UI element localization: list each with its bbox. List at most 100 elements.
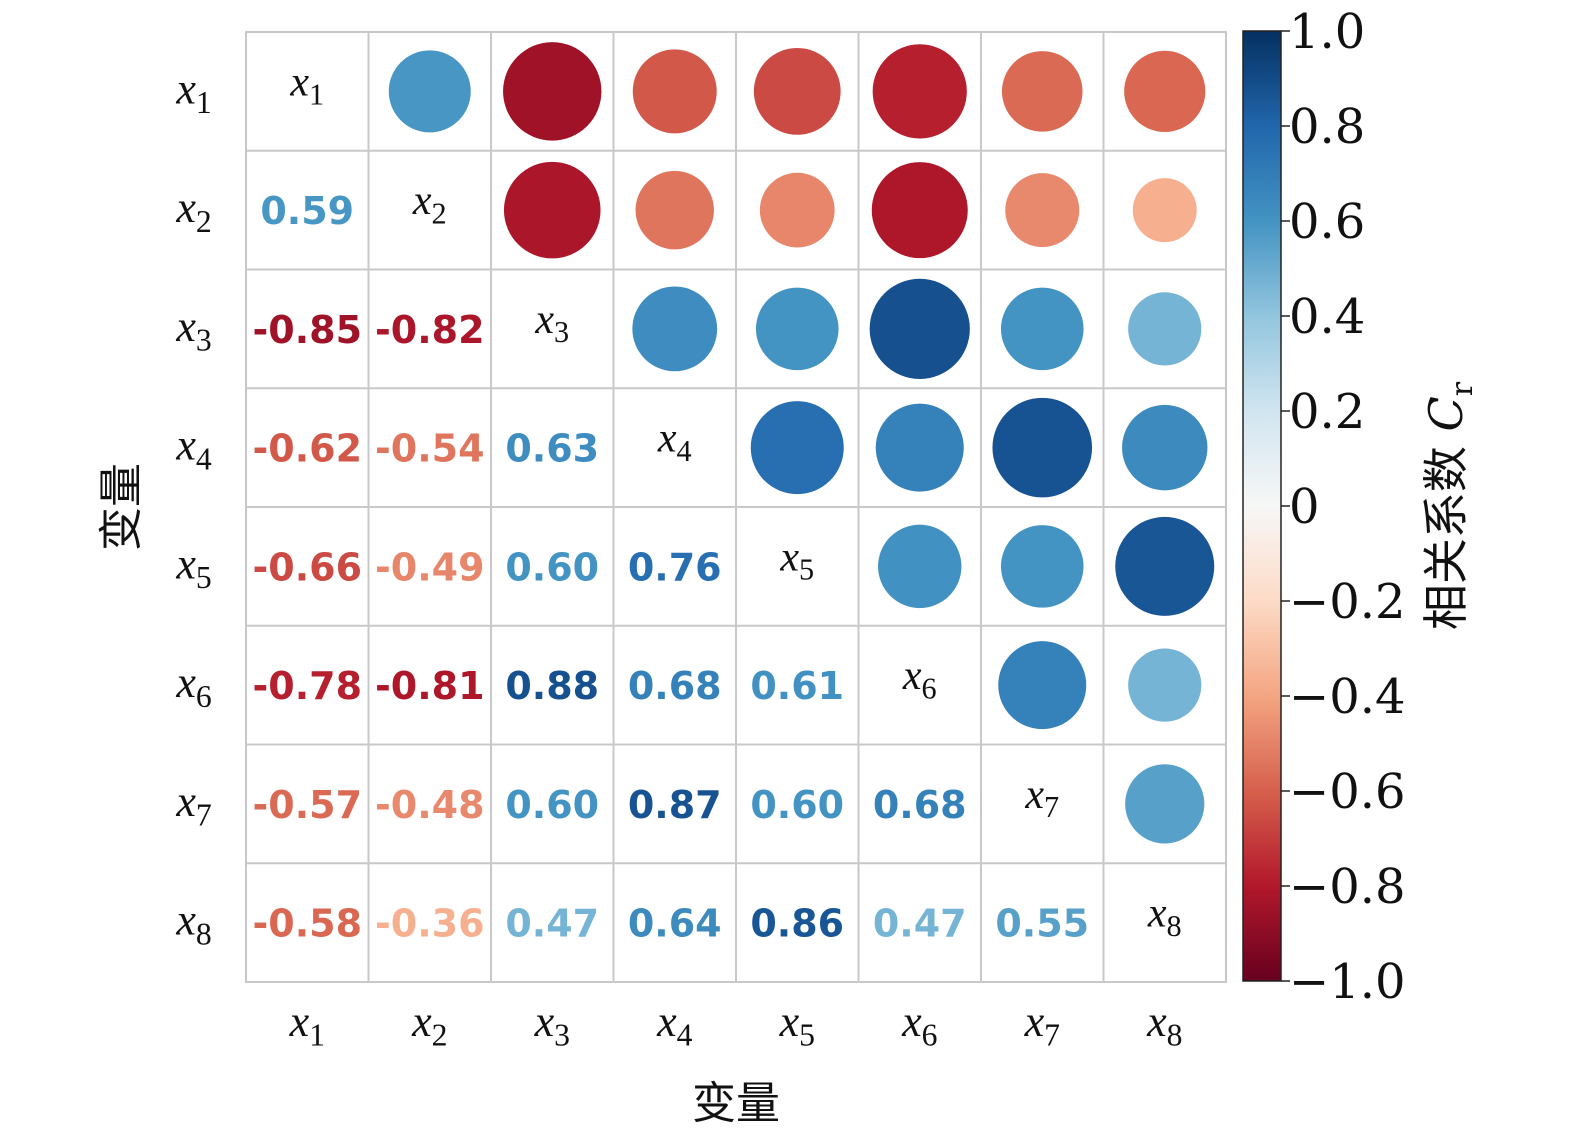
correlation-value-r5-c2: -0.49 bbox=[375, 545, 485, 589]
correlation-circle-r2-c6 bbox=[871, 162, 968, 259]
colorbar-tick-label: 0.6 bbox=[1289, 194, 1365, 250]
correlation-circle-r1-c7 bbox=[1001, 51, 1083, 132]
correlation-value-r6-c3: 0.88 bbox=[505, 664, 599, 708]
correlation-value-r4-c1: -0.62 bbox=[252, 427, 362, 471]
correlation-circle-r3-c5 bbox=[755, 287, 839, 371]
correlation-circle-r3-c7 bbox=[1000, 287, 1084, 371]
correlation-circle-r5-c7 bbox=[1000, 525, 1084, 608]
correlation-circle-r7-c8 bbox=[1125, 764, 1205, 844]
axis-tick-labels: x1 x1 x2 x2 x3 x3 x4 x4 x5 x5 x6 x6 x7 x7 x8 x8 bbox=[175, 64, 1182, 1052]
correlation-value-r7-c5: 0.60 bbox=[750, 783, 844, 827]
x-tick-label-2: x2 bbox=[411, 997, 447, 1053]
correlation-circle-r1-c4 bbox=[632, 49, 717, 134]
y-tick-label-2: x2 bbox=[175, 183, 211, 239]
correlation-value-r5-c4: 0.76 bbox=[628, 545, 722, 589]
x-tick-label-1: x1 bbox=[289, 997, 325, 1053]
correlation-value-r4-c3: 0.63 bbox=[505, 427, 599, 471]
correlation-circle-r4-c8 bbox=[1122, 404, 1208, 491]
correlation-value-r6-c5: 0.61 bbox=[750, 664, 844, 708]
colorbar-tick-label: 0 bbox=[1289, 479, 1320, 535]
correlation-circle-r3-c8 bbox=[1128, 292, 1202, 366]
correlation-value-r5-c3: 0.60 bbox=[505, 545, 599, 589]
diagonal-label-2: x2 bbox=[412, 178, 447, 230]
correlation-value-r7-c4: 0.87 bbox=[628, 783, 722, 827]
x-tick-label-8: x8 bbox=[1146, 997, 1182, 1053]
correlation-circle-r1-c5 bbox=[753, 47, 841, 135]
colorbar-tick-label: 1.0 bbox=[1289, 4, 1365, 60]
correlation-value-r8-c6: 0.47 bbox=[873, 902, 967, 946]
correlation-circle-r1-c3 bbox=[503, 42, 602, 141]
x-axis-label: 变量 bbox=[692, 1078, 780, 1129]
correlation-circle-r5-c8 bbox=[1115, 516, 1215, 616]
correlation-circle-r1-c8 bbox=[1124, 50, 1206, 132]
correlation-value-r8-c7: 0.55 bbox=[995, 902, 1089, 946]
matrix-grid bbox=[245, 31, 1227, 983]
y-tick-label-3: x3 bbox=[175, 302, 211, 358]
correlation-circle-r3-c4 bbox=[632, 286, 718, 372]
y-tick-label-5: x5 bbox=[175, 539, 211, 595]
colorbar-tick-label: −0.6 bbox=[1289, 764, 1406, 820]
x-tick-label-7: x7 bbox=[1024, 997, 1060, 1053]
correlation-circle-r6-c8 bbox=[1128, 648, 1202, 722]
correlation-value-r3-c2: -0.82 bbox=[375, 308, 485, 352]
correlation-value-r2-c1: 0.59 bbox=[260, 189, 354, 233]
diagonal-label-6: x6 bbox=[902, 653, 937, 705]
colorbar-tick-label: −0.2 bbox=[1289, 574, 1406, 630]
correlation-value-r8-c5: 0.86 bbox=[750, 902, 844, 946]
matrix-marks: x1 0.59 x2 -0.85 -0.82 x3 -0.62 -0.54 0.63 x4 -0.6… bbox=[252, 42, 1215, 946]
correlation-value-r6-c4: 0.68 bbox=[628, 664, 722, 708]
correlation-circle-r1-c6 bbox=[872, 44, 967, 139]
correlation-value-r8-c2: -0.36 bbox=[375, 902, 485, 946]
y-tick-label-6: x6 bbox=[175, 658, 211, 714]
colorbar-gradient bbox=[1242, 30, 1282, 982]
x-tick-label-5: x5 bbox=[779, 997, 815, 1053]
correlation-value-r7-c3: 0.60 bbox=[505, 783, 599, 827]
y-tick-label-1: x1 bbox=[175, 64, 211, 120]
y-tick-label-7: x7 bbox=[175, 777, 211, 833]
diagonal-label-5: x5 bbox=[779, 534, 814, 586]
correlation-value-r8-c3: 0.47 bbox=[505, 902, 599, 946]
correlation-value-r6-c1: -0.78 bbox=[252, 664, 362, 708]
diagonal-label-1: x1 bbox=[289, 59, 324, 111]
diagonal-label-3: x3 bbox=[534, 297, 569, 349]
correlation-circle-r4-c5 bbox=[750, 401, 844, 495]
colorbar-tick-label: −1.0 bbox=[1289, 954, 1406, 1010]
correlation-circle-r4-c6 bbox=[875, 403, 964, 492]
correlation-value-r8-c4: 0.64 bbox=[628, 902, 722, 946]
diagonal-label-4: x4 bbox=[657, 416, 692, 468]
y-axis-label: 变量 bbox=[96, 463, 147, 551]
correlation-circle-r2-c8 bbox=[1132, 178, 1197, 243]
correlation-circle-r2-c4 bbox=[635, 170, 714, 250]
diagonal-label-8: x8 bbox=[1147, 891, 1182, 943]
x-tick-label-4: x4 bbox=[656, 997, 693, 1053]
correlation-value-r3-c1: -0.85 bbox=[252, 308, 362, 352]
correlation-circle-r5-c6 bbox=[878, 524, 962, 609]
colorbar-label: 相关系数 Cr bbox=[1419, 381, 1480, 630]
correlation-value-r6-c2: -0.81 bbox=[375, 664, 485, 708]
correlation-value-r5-c1: -0.66 bbox=[252, 545, 362, 589]
colorbar-tick-label: 0.8 bbox=[1289, 99, 1365, 155]
correlation-value-r4-c2: -0.54 bbox=[375, 427, 485, 471]
correlation-circle-r2-c3 bbox=[503, 161, 601, 259]
colorbar-tick-label: 0.2 bbox=[1289, 384, 1365, 440]
colorbar: 1.0 0.8 0.6 0.4 0.2 0 −0.2 −0.4 −0.6 −0.8 −1.0 相关系数… bbox=[1242, 4, 1480, 1010]
correlation-circle-r4-c7 bbox=[992, 397, 1093, 498]
y-tick-label-8: x8 bbox=[175, 896, 211, 952]
correlation-value-r8-c1: -0.58 bbox=[252, 902, 362, 946]
correlation-value-r7-c6: 0.68 bbox=[873, 783, 967, 827]
colorbar-tick-label: 0.4 bbox=[1289, 289, 1365, 345]
x-tick-label-6: x6 bbox=[901, 997, 937, 1053]
correlation-circle-r3-c6 bbox=[869, 278, 970, 379]
correlation-circle-r2-c7 bbox=[1005, 173, 1080, 248]
correlation-circle-r1-c2 bbox=[388, 50, 471, 133]
diagonal-label-7: x7 bbox=[1024, 772, 1059, 824]
colorbar-tick-label: −0.8 bbox=[1289, 859, 1406, 915]
correlation-value-r7-c1: -0.57 bbox=[252, 783, 362, 827]
colorbar-tick-label: −0.4 bbox=[1289, 669, 1406, 725]
correlation-value-r7-c2: -0.48 bbox=[375, 783, 485, 827]
y-tick-label-4: x4 bbox=[175, 421, 212, 477]
x-tick-label-3: x3 bbox=[534, 997, 570, 1053]
correlation-circle-r2-c5 bbox=[759, 172, 835, 248]
correlation-circle-r6-c7 bbox=[998, 641, 1087, 730]
